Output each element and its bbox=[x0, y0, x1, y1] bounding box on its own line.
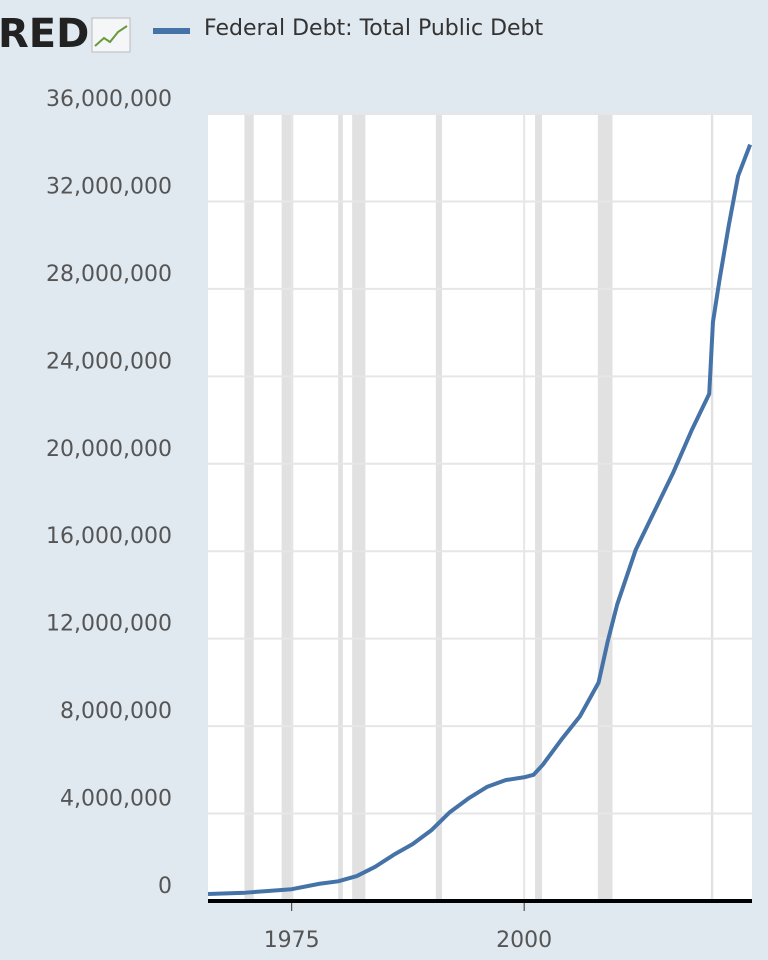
recession-band bbox=[535, 113, 543, 901]
logo-icon-line bbox=[94, 25, 128, 47]
recession-band bbox=[244, 113, 254, 901]
logo: RED bbox=[0, 11, 89, 57]
recession-band bbox=[710, 113, 714, 901]
recession-band bbox=[338, 113, 343, 901]
recession-band bbox=[435, 113, 443, 901]
x-tick-label: 2000 bbox=[496, 928, 552, 953]
y-tick-label: 0 bbox=[158, 874, 172, 899]
plot-area bbox=[208, 113, 752, 901]
y-tick-label: 28,000,000 bbox=[46, 262, 172, 287]
y-tick-label: 12,000,000 bbox=[46, 612, 172, 637]
data-line bbox=[207, 143, 753, 897]
y-tick-label: 8,000,000 bbox=[60, 699, 172, 724]
y-tick-label: 20,000,000 bbox=[46, 437, 172, 462]
y-tick-label: 36,000,000 bbox=[46, 87, 172, 112]
y-tick-label: 16,000,000 bbox=[46, 524, 172, 549]
y-tick-label: 4,000,000 bbox=[60, 787, 172, 812]
y-tick-label: 32,000,000 bbox=[46, 174, 172, 199]
y-tick-label: 24,000,000 bbox=[46, 349, 172, 374]
x-tick-label: 1975 bbox=[264, 928, 320, 953]
logo-icon bbox=[91, 17, 131, 53]
legend-label: Federal Debt: Total Public Debt bbox=[204, 16, 544, 41]
recession-band bbox=[281, 113, 294, 901]
recession-band bbox=[597, 113, 613, 901]
recession-band bbox=[352, 113, 366, 901]
